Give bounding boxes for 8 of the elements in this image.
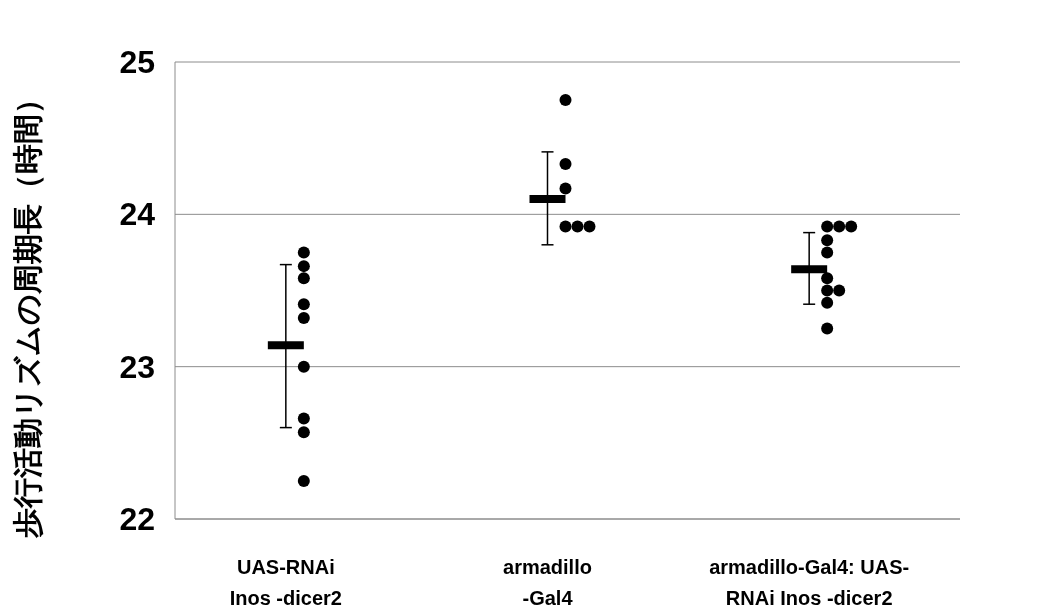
y-tick-label: 24 <box>119 196 156 233</box>
x-tick-label: UAS-RNAi Inos -dicer2 <box>229 556 342 609</box>
x-tick-label: armadillo -Gal4 <box>503 556 592 609</box>
y-tick-label: 23 <box>119 348 155 385</box>
x-tick-label: armadillo-Gal4: UAS- RNAi Inos -dicer2 <box>709 556 910 609</box>
y-tick-label: 25 <box>119 44 155 80</box>
y-tick-label: 22 <box>119 501 155 537</box>
y-axis-title: 歩行活動リズムの周期長（時間） <box>11 83 44 539</box>
